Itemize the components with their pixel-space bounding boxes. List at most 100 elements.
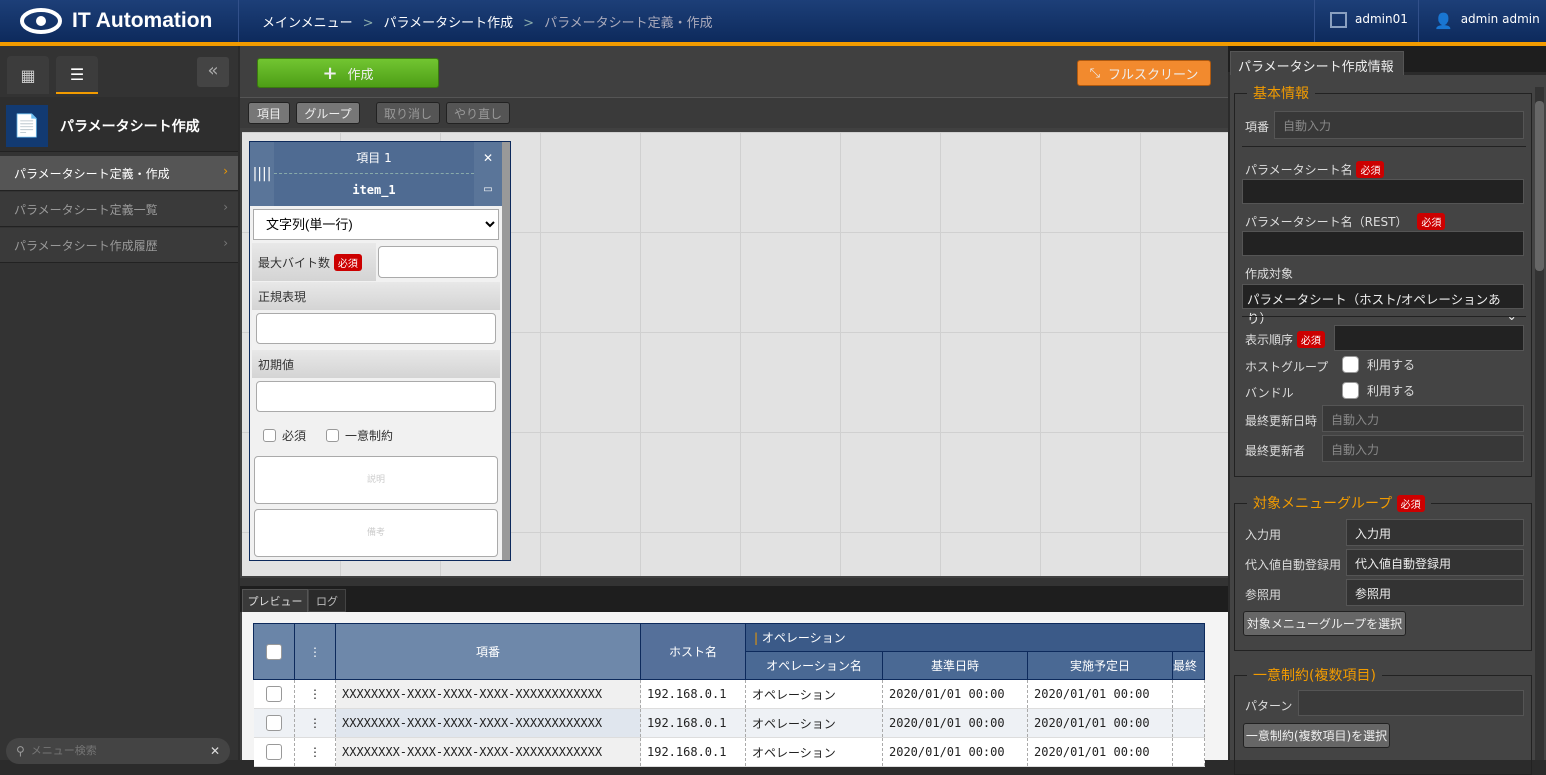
tab-info[interactable]: パラメータシート作成情報 [1230, 51, 1404, 75]
logo[interactable]: IT Automation [18, 6, 212, 36]
table-row: ⋮ XXXXXXXX-XXXX-XXXX-XXXX-XXXXXXXXXXXX 192… [253, 708, 1205, 738]
column-group-operation: | オペレーション [745, 623, 1205, 652]
close-icon[interactable]: ✕ [474, 142, 502, 174]
menu-icon: ⋮ [294, 623, 336, 680]
breadcrumb-item[interactable]: メインメニュー [262, 16, 353, 31]
column-header-id: 項番 [335, 623, 641, 680]
pattern-field [1298, 690, 1524, 716]
breadcrumb: メインメニュー > パラメータシート作成 > パラメータシート定義・作成 [262, 16, 713, 31]
header: IT Automation メインメニュー > パラメータシート作成 > パラメータシー… [0, 0, 1546, 46]
clear-icon[interactable]: ✕ [209, 744, 220, 758]
sidebar-item-definition[interactable]: パラメータシート定義・作成 › [0, 156, 238, 191]
row-checkbox[interactable] [265, 715, 282, 731]
row-checkbox[interactable] [265, 686, 282, 702]
preview-table: ⋮ 項番 ホスト名 | オペレーション オペレーション名 基準日時 実施予定日 最終 ⋮ XX… [253, 623, 1205, 767]
menu-group-section: 対象メニューグループ 必須 [1234, 493, 1532, 651]
scrollbar[interactable] [1535, 87, 1544, 760]
user-name: admin admin [1460, 12, 1540, 26]
table-row: ⋮ XXXXXXXX-XXXX-XXXX-XXXX-XXXXXXXXXXXX 192… [253, 679, 1205, 709]
breadcrumb-current: パラメータシート定義・作成 [544, 16, 713, 31]
chevron-down-icon: ⌄ [1507, 308, 1517, 323]
column-header-last: 最終 [1172, 651, 1205, 680]
default-input[interactable] [256, 381, 496, 412]
required-checkbox[interactable] [263, 429, 276, 442]
subst-menu-group: 代入値自動登録用 [1346, 549, 1524, 576]
hostgroup-checkbox[interactable] [1342, 356, 1359, 373]
id-field: 自動入力 [1274, 111, 1524, 139]
display-order-input[interactable] [1334, 325, 1524, 351]
item-card[interactable]: |||| 項目 1 item_1 ✕ ▭ 文字列(単一行) 最大バイト数 必須 … [249, 141, 511, 561]
sidebar-item-history[interactable]: パラメータシート作成履歴 › [0, 228, 238, 263]
ref-menu-group: 参照用 [1346, 579, 1524, 606]
item-type-select[interactable]: 文字列(単一行) [253, 209, 499, 240]
chevron-right-icon: › [223, 164, 228, 178]
row-checkbox[interactable] [265, 744, 282, 760]
fullscreen-button[interactable]: ⤡ フルスクリーン [1077, 60, 1211, 86]
workspace-button[interactable]: admin01 [1330, 12, 1408, 28]
sidebar-title: パラメータシート作成 [60, 119, 200, 135]
menu-search[interactable]: ⚲✕ [6, 738, 230, 764]
updated-by-field: 自動入力 [1322, 435, 1524, 462]
target-select[interactable]: パラメータシート（ホスト/オペレーションあり）⌄ [1242, 284, 1524, 326]
user-button[interactable]: 👤 admin admin [1434, 12, 1540, 30]
drag-handle-icon[interactable]: |||| [250, 142, 274, 206]
unique-section: 一意制約(複数項目) [1234, 665, 1532, 775]
splitter-handle[interactable] [240, 578, 1228, 586]
redo-button[interactable]: やり直し [446, 102, 510, 124]
sheet-name-input[interactable] [1242, 179, 1524, 204]
tab-log[interactable]: ログ [308, 589, 346, 612]
app-title: IT Automation [72, 9, 213, 32]
unique-checkbox[interactable] [326, 429, 340, 442]
minimize-icon[interactable]: ▭ [474, 174, 502, 206]
row-menu-icon: ⋮ [294, 679, 336, 709]
column-header-host: ホスト名 [640, 623, 746, 680]
tab-preview[interactable]: プレビュー [242, 589, 308, 612]
plus-icon: + [322, 62, 338, 84]
workspace-icon [1330, 12, 1347, 28]
row-menu-icon: ⋮ [294, 708, 336, 738]
sidebar: ▦ ☰ « 📄 パラメータシート作成 パラメータシート定義・作成 › パラメータシ… [0, 46, 238, 764]
select-unique-button[interactable]: 一意制約(複数項目)を選択 [1243, 723, 1390, 748]
workspace-name: admin01 [1355, 12, 1408, 26]
regex-label: 正規表現 [252, 282, 500, 310]
sidebar-item-list[interactable]: パラメータシート定義一覧 › [0, 192, 238, 227]
default-label: 初期値 [252, 350, 500, 378]
max-bytes-input[interactable] [378, 246, 498, 278]
select-menu-group-button[interactable]: 対象メニューグループを選択 [1243, 611, 1406, 636]
remarks-textarea[interactable]: 備考 [254, 509, 498, 557]
collapse-sidebar-button[interactable]: « [197, 57, 229, 87]
table-row: ⋮ XXXXXXXX-XXXX-XXXX-XXXX-XXXXXXXXXXXX 192… [253, 737, 1205, 767]
max-bytes-label: 最大バイト数 必須 [252, 243, 376, 281]
sheet-name-rest-input[interactable] [1242, 231, 1524, 256]
item-name[interactable]: 項目 1 [274, 142, 474, 174]
search-icon: ⚲ [16, 744, 25, 758]
row-menu-icon: ⋮ [294, 737, 336, 767]
grid-view-tab[interactable]: ▦ [7, 56, 49, 94]
grid-icon: ▦ [20, 65, 36, 85]
updated-at-field: 自動入力 [1322, 405, 1524, 432]
column-header-base-date: 基準日時 [882, 651, 1028, 680]
regex-input[interactable] [256, 313, 496, 344]
basic-info-section: 基本情報 [1234, 83, 1532, 477]
menu-search-input[interactable] [30, 745, 204, 757]
fullscreen-icon: ⤡ [1089, 65, 1101, 81]
description-textarea[interactable]: 説明 [254, 456, 498, 504]
menu-group-icon: 📄 [6, 105, 48, 147]
column-header-scheduled: 実施予定日 [1027, 651, 1173, 680]
select-all-checkbox[interactable] [266, 643, 282, 660]
add-item-button[interactable]: 項目 [248, 102, 290, 124]
required-badge: 必須 [333, 254, 362, 271]
user-icon: 👤 [1434, 12, 1453, 30]
chevron-right-icon: › [223, 200, 228, 214]
bundle-checkbox[interactable] [1342, 382, 1359, 399]
item-rest-name[interactable]: item_1 [274, 174, 474, 206]
add-group-button[interactable]: グループ [296, 102, 360, 124]
create-button[interactable]: + 作成 [257, 58, 439, 88]
preview-panel: ⋮ 項番 ホスト名 | オペレーション オペレーション名 基準日時 実施予定日 最終 ⋮ XX… [242, 612, 1228, 767]
chevron-right-icon: › [223, 236, 228, 250]
list-view-tab[interactable]: ☰ [56, 56, 98, 94]
undo-button[interactable]: 取り消し [376, 102, 440, 124]
column-header-op-name: オペレーション名 [745, 651, 883, 680]
info-panel: 基本情報 項番 自動入力 パラメータシート名 必須 パラメータシート名（REST… [1230, 75, 1546, 775]
breadcrumb-item[interactable]: パラメータシート作成 [383, 16, 514, 31]
